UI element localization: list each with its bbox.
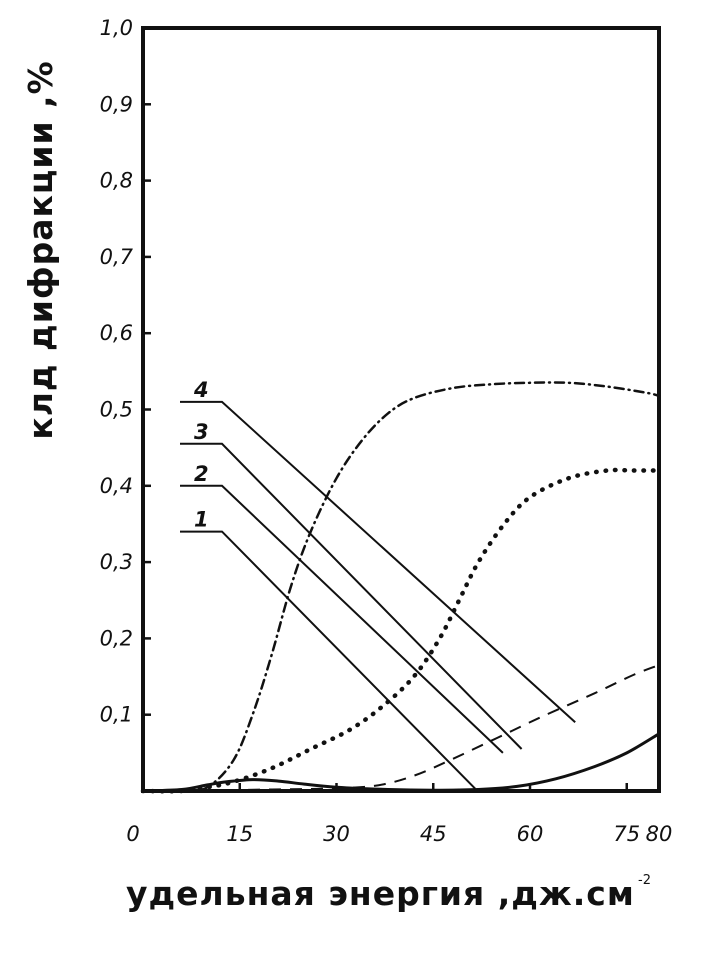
curve-labels: 1 2 3 4	[180, 378, 576, 790]
y-tick-label: 0,1	[100, 703, 133, 727]
y-tick-label: 1,0	[100, 16, 133, 40]
x-axis-title-text: удельная энергия ,дж.см	[126, 874, 635, 913]
x-tick-label: 0	[126, 822, 139, 846]
x-axis-title-superscript: -2	[638, 873, 651, 888]
y-tick-label: 0,3	[100, 550, 133, 574]
x-tick-label: 75	[613, 822, 640, 846]
y-tick-label: 0,2	[100, 626, 133, 650]
y-tick-label: 0,5	[100, 398, 133, 422]
curve-label-4: 4	[193, 378, 209, 402]
y-tick-label: 0,6	[100, 321, 133, 345]
y-axis-title: клд дифракции ,%	[21, 60, 60, 439]
y-tick-label: 0,4	[100, 474, 133, 498]
curve-label-2: 2	[194, 462, 209, 486]
y-tick-label: 0,9	[100, 92, 133, 116]
x-tick-label: 80	[646, 822, 673, 846]
leader-line-4	[180, 400, 576, 724]
series-line-1	[141, 732, 661, 793]
y-tick-label: 0,7	[100, 245, 134, 269]
plot-frame	[141, 26, 661, 793]
series-line-2	[142, 664, 660, 793]
series-layer	[140, 381, 662, 794]
curve-label-3: 3	[194, 420, 209, 444]
x-axis-title: удельная энергия ,дж.см	[126, 874, 635, 913]
curve-label-1: 1	[194, 508, 209, 532]
x-tick-label: 30	[323, 822, 350, 846]
leader-line-3	[180, 442, 523, 750]
series-line-4	[141, 381, 661, 793]
leader-line-2	[180, 484, 504, 754]
y-tick-label: 0,8	[100, 169, 133, 193]
series-line-3	[140, 467, 662, 794]
x-tick-label: 15	[226, 822, 253, 846]
x-tick-label: 60	[517, 822, 544, 846]
x-tick-label: 45	[420, 822, 447, 846]
leader-line-1	[180, 530, 476, 790]
axes: 0,1 0,2 0,3 0,4 0,5 0,6 0,7 0,8 0,9 1,0 0 15 30 45 60 7…	[100, 16, 673, 846]
